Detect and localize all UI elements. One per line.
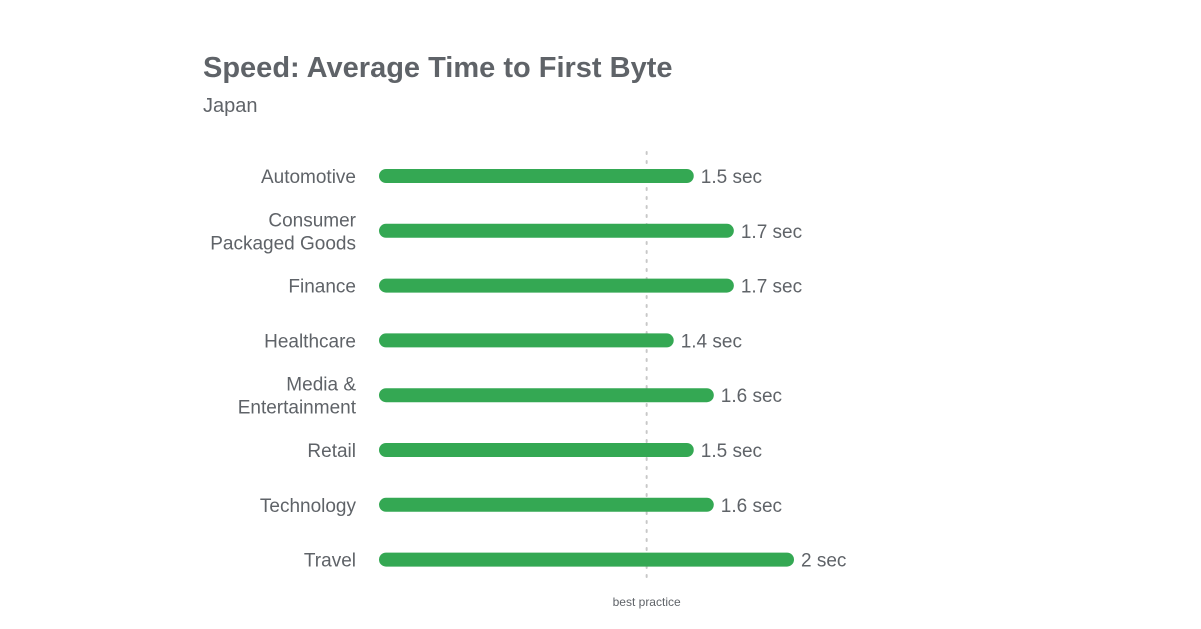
value-label-5: 1.5 sec — [701, 441, 762, 462]
bars-group: Automotive 1.5 sec Consumer Packaged Goods 1… — [210, 167, 846, 572]
category-label-3: Healthcare — [264, 331, 356, 352]
category-label-line: Travel — [304, 551, 356, 572]
value-label-3: 1.4 sec — [681, 331, 742, 352]
best-practice-label: best practice — [613, 595, 681, 609]
category-label-4: Media & Entertainment — [238, 375, 357, 419]
value-label-1: 1.7 sec — [741, 222, 802, 243]
category-label-line: Packaged Goods — [210, 233, 356, 254]
value-label-4: 1.6 sec — [721, 386, 782, 407]
value-label-7: 2 sec — [801, 551, 846, 572]
category-label-line: Finance — [288, 277, 356, 298]
category-label-6: Technology — [260, 496, 357, 517]
category-label-line: Retail — [307, 441, 356, 462]
category-label-0: Automotive — [261, 167, 356, 188]
category-label-1: Consumer Packaged Goods — [210, 210, 356, 254]
category-label-line: Media & — [286, 375, 356, 396]
category-label-5: Retail — [307, 441, 356, 462]
category-label-line: Technology — [260, 496, 357, 517]
category-label-line: Consumer — [268, 210, 356, 231]
chart-title: Speed: Average Time to First Byte — [203, 52, 673, 84]
value-label-0: 1.5 sec — [701, 167, 762, 188]
value-label-2: 1.7 sec — [741, 277, 802, 298]
category-label-2: Finance — [288, 277, 356, 298]
category-label-line: Automotive — [261, 167, 356, 188]
category-label-line: Healthcare — [264, 331, 356, 352]
value-label-6: 1.6 sec — [721, 496, 782, 517]
chart-subtitle: Japan — [203, 95, 258, 117]
category-label-line: Entertainment — [238, 398, 357, 419]
category-label-7: Travel — [304, 551, 356, 572]
